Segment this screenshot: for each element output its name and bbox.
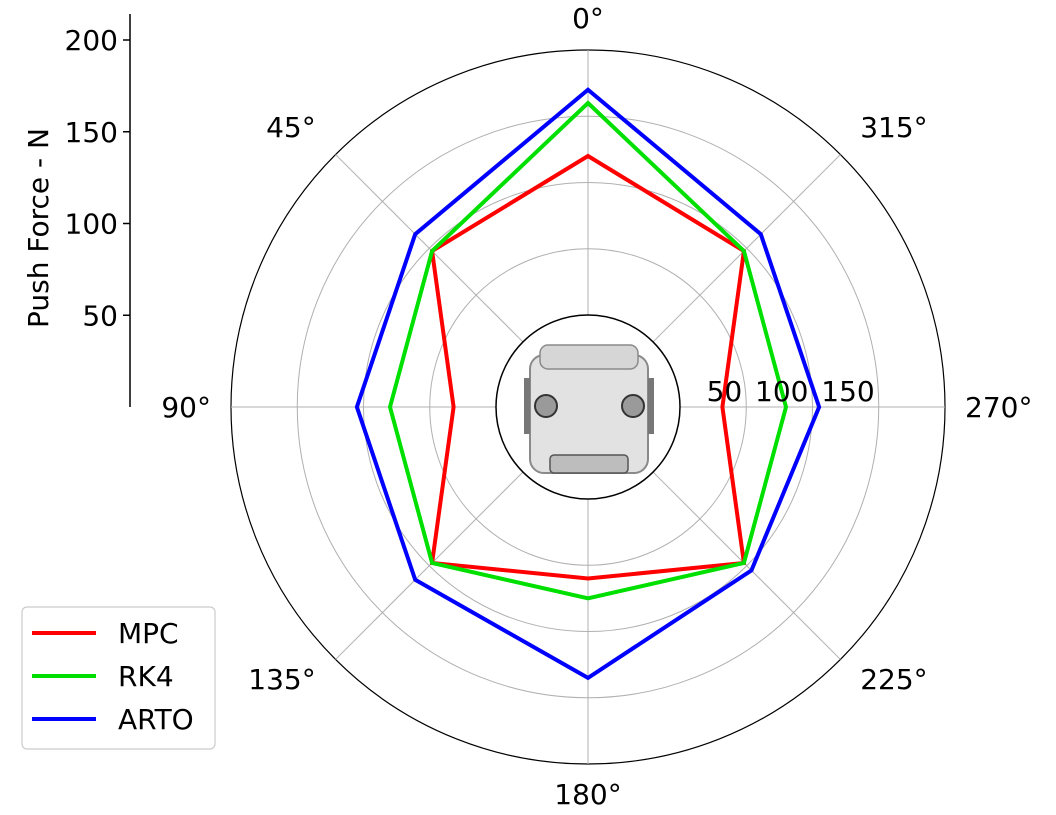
series-line-mpc — [429, 153, 747, 581]
side-axis: 50 100 150 200 Push Force - N — [22, 14, 131, 407]
angle-label: 45° — [266, 111, 316, 144]
legend: MPC RK4 ARTO — [21, 606, 216, 750]
legend-label-arto: ARTO — [118, 703, 194, 736]
series-line-rk4 — [387, 100, 789, 601]
angle-label: 135° — [248, 663, 315, 696]
side-axis-tick-label: 150 — [65, 116, 118, 149]
angle-label: 270° — [965, 391, 1032, 424]
legend-label-rk4: RK4 — [118, 660, 174, 693]
angle-label: 315° — [860, 111, 927, 144]
grid-spoke — [335, 471, 524, 660]
series-lines — [354, 87, 822, 681]
series-line-arto — [354, 87, 822, 681]
legend-box — [21, 606, 216, 750]
radial-tick-label: 150 — [821, 375, 874, 408]
angle-label: 90° — [161, 391, 211, 424]
side-axis-tick-label: 100 — [65, 208, 118, 241]
radial-tick-label: 50 — [707, 375, 743, 408]
axis-labels: 0° 315° 270° 225° 180° 135° 90° 45° 50 100 150 — [161, 2, 1032, 811]
side-axis-tick-label: 200 — [65, 24, 118, 57]
side-axis-tick-label: 50 — [82, 299, 118, 332]
angle-label: 225° — [860, 663, 927, 696]
angle-label: 180° — [554, 778, 621, 811]
y-axis-label: Push Force - N — [22, 128, 55, 328]
legend-label-mpc: MPC — [118, 617, 179, 650]
grid-spoke — [652, 471, 841, 660]
grid-spoke — [335, 154, 524, 343]
robot-icon — [524, 344, 654, 474]
radial-tick-label: 100 — [755, 375, 808, 408]
angle-label: 0° — [572, 2, 604, 35]
grid-spoke — [652, 154, 841, 343]
